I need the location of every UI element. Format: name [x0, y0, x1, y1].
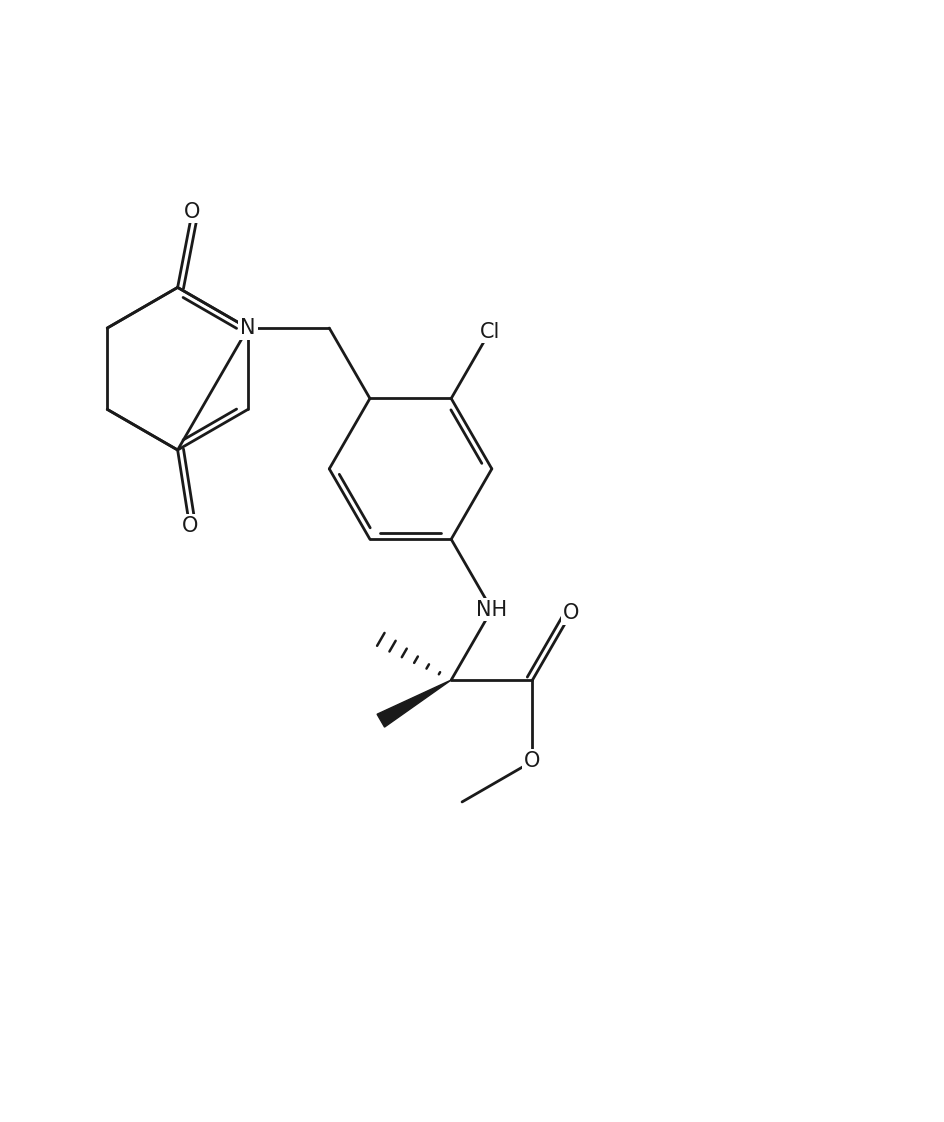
Text: O: O — [181, 516, 198, 536]
Text: O: O — [184, 202, 200, 222]
Text: O: O — [524, 752, 541, 771]
Text: N: N — [241, 318, 256, 338]
Text: O: O — [563, 604, 580, 623]
Polygon shape — [377, 680, 451, 727]
Text: Cl: Cl — [480, 322, 500, 341]
Text: NH: NH — [477, 599, 507, 619]
